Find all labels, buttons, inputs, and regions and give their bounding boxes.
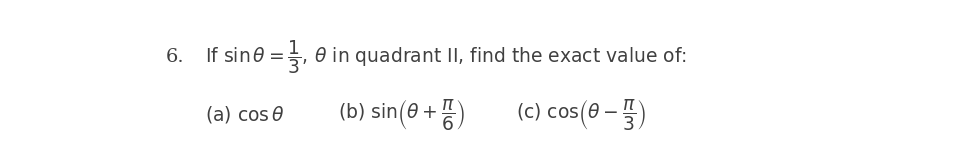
Text: (a) $\cos\theta$: (a) $\cos\theta$	[205, 104, 284, 125]
Text: (b) $\sin\!\left(\theta + \dfrac{\pi}{6}\right)$: (b) $\sin\!\left(\theta + \dfrac{\pi}{6}…	[339, 97, 466, 132]
Text: If $\sin\theta = \dfrac{1}{3},\, \theta$ in quadrant II, find the exact value of: If $\sin\theta = \dfrac{1}{3},\, \theta$…	[205, 38, 687, 76]
Text: 6.: 6.	[166, 48, 185, 66]
Text: (c) $\cos\!\left(\theta - \dfrac{\pi}{3}\right)$: (c) $\cos\!\left(\theta - \dfrac{\pi}{3}…	[517, 97, 647, 132]
